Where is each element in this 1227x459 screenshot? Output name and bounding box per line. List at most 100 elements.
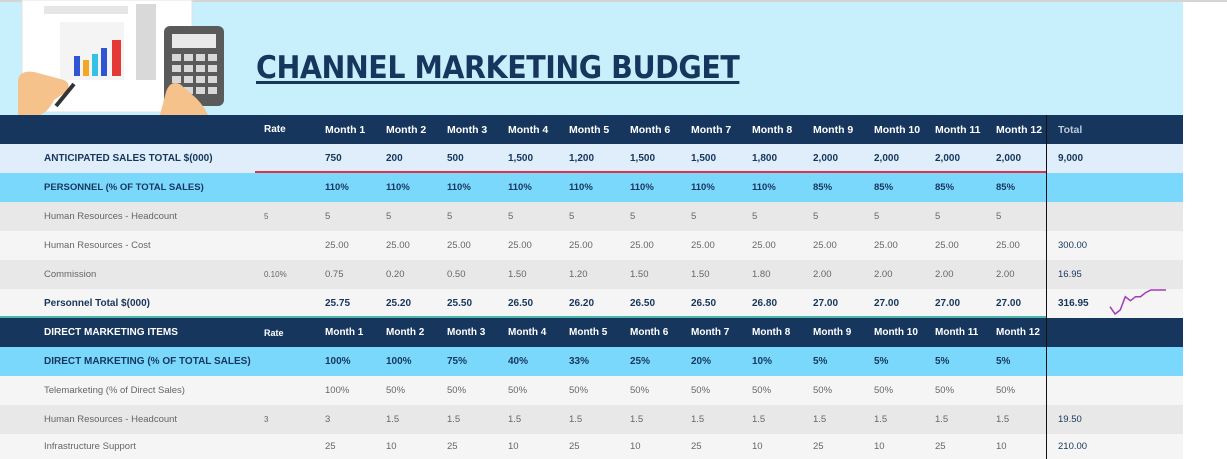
month-value-cell[interactable]: 33% <box>569 356 590 367</box>
row-label-cell[interactable]: Telemarketing (% of Direct Sales) <box>44 385 185 396</box>
month-value-cell[interactable]: 50% <box>874 385 894 396</box>
month-value-cell[interactable]: 25.00 <box>447 240 471 251</box>
month-value-cell[interactable]: 25.00 <box>386 240 410 251</box>
rate-cell[interactable]: 3 <box>264 415 269 424</box>
month-value-cell[interactable]: 25.20 <box>386 298 412 309</box>
month-value-cell[interactable]: 25 <box>569 441 580 452</box>
total-cell[interactable]: 210.00 <box>1058 441 1088 452</box>
month-value-cell[interactable]: 85% <box>935 182 955 193</box>
month-value-cell[interactable]: 27.00 <box>813 298 839 309</box>
month-value-cell[interactable]: 1.50 <box>691 269 710 280</box>
month-value-cell[interactable]: 5 <box>569 211 575 222</box>
month-value-cell[interactable]: 10% <box>752 356 773 367</box>
month-value-cell[interactable]: 1,800 <box>752 153 778 164</box>
month-value-cell[interactable]: 85% <box>996 182 1016 193</box>
month-value-cell[interactable]: 20% <box>691 356 712 367</box>
month-value-cell[interactable]: 27.00 <box>874 298 900 309</box>
month-value-cell[interactable]: 5 <box>813 211 819 222</box>
month-value-cell[interactable]: 1,200 <box>569 153 595 164</box>
total-cell[interactable]: 19.50 <box>1058 414 1082 425</box>
month-value-cell[interactable]: 85% <box>813 182 833 193</box>
month-value-cell[interactable]: 50% <box>569 385 589 396</box>
month-value-cell[interactable]: 25 <box>935 441 946 452</box>
rate-cell[interactable]: 5 <box>264 212 269 221</box>
month-value-cell[interactable]: 110% <box>752 182 776 193</box>
row-label-cell[interactable]: Personnel Total $(000) <box>44 298 150 309</box>
month-value-cell[interactable]: 110% <box>325 182 349 193</box>
month-value-cell[interactable]: 26.50 <box>691 298 717 309</box>
month-value-cell[interactable]: 25.00 <box>569 240 593 251</box>
month-value-cell[interactable]: 25.00 <box>752 240 776 251</box>
month-value-cell[interactable]: 1.5 <box>386 414 400 425</box>
month-value-cell[interactable]: 110% <box>569 182 593 193</box>
month-value-cell[interactable]: 26.50 <box>508 298 534 309</box>
month-value-cell[interactable]: 1.50 <box>508 269 527 280</box>
month-value-cell[interactable]: 2.00 <box>996 269 1015 280</box>
month-value-cell[interactable]: 50% <box>752 385 772 396</box>
month-value-cell[interactable]: 10 <box>752 441 763 452</box>
month-value-cell[interactable]: 25.00 <box>691 240 715 251</box>
month-value-cell[interactable]: 750 <box>325 153 342 164</box>
month-value-cell[interactable]: 1.5 <box>874 414 888 425</box>
month-value-cell[interactable]: 27.00 <box>935 298 961 309</box>
month-value-cell[interactable]: 26.20 <box>569 298 595 309</box>
row-label-cell[interactable]: Infrastructure Support <box>44 441 136 452</box>
row-label-cell[interactable]: ANTICIPATED SALES TOTAL $(000) <box>44 153 213 164</box>
month-value-cell[interactable]: 1.5 <box>935 414 949 425</box>
month-value-cell[interactable]: 5 <box>630 211 636 222</box>
month-value-cell[interactable]: Month 5 <box>569 327 608 338</box>
total-cell[interactable]: 16.95 <box>1058 269 1082 280</box>
month-value-cell[interactable]: 5 <box>447 211 453 222</box>
month-value-cell[interactable]: Month 12 <box>996 123 1043 136</box>
month-value-cell[interactable]: 1.5 <box>813 414 827 425</box>
month-value-cell[interactable]: 10 <box>386 441 397 452</box>
month-value-cell[interactable]: 25.00 <box>813 240 837 251</box>
month-value-cell[interactable]: Month 10 <box>874 123 921 136</box>
month-value-cell[interactable]: Month 9 <box>813 327 852 338</box>
month-value-cell[interactable]: 10 <box>996 441 1007 452</box>
month-value-cell[interactable]: 10 <box>508 441 519 452</box>
month-value-cell[interactable]: Month 2 <box>386 123 427 136</box>
month-value-cell[interactable]: 26.80 <box>752 298 778 309</box>
month-value-cell[interactable]: 25.00 <box>508 240 532 251</box>
month-value-cell[interactable]: 40% <box>508 356 529 367</box>
month-value-cell[interactable]: 25.00 <box>935 240 959 251</box>
month-value-cell[interactable]: 1.5 <box>630 414 644 425</box>
row-label-cell[interactable]: Human Resources - Headcount <box>44 414 178 425</box>
month-value-cell[interactable]: 100% <box>325 385 350 396</box>
month-value-cell[interactable]: 2.00 <box>813 269 832 280</box>
month-value-cell[interactable]: 5% <box>935 356 950 367</box>
month-value-cell[interactable]: 5 <box>752 211 758 222</box>
month-value-cell[interactable]: 2,000 <box>874 153 900 164</box>
month-value-cell[interactable]: 200 <box>386 153 403 164</box>
month-value-cell[interactable]: 1,500 <box>630 153 656 164</box>
month-value-cell[interactable]: 10 <box>874 441 885 452</box>
month-value-cell[interactable]: 2.00 <box>874 269 893 280</box>
month-value-cell[interactable]: 110% <box>508 182 532 193</box>
month-value-cell[interactable]: 25% <box>630 356 651 367</box>
month-value-cell[interactable]: 50% <box>447 385 467 396</box>
month-value-cell[interactable]: 50% <box>935 385 955 396</box>
month-value-cell[interactable]: 50% <box>386 385 406 396</box>
month-value-cell[interactable]: 1.5 <box>691 414 705 425</box>
month-value-cell[interactable]: 25.00 <box>325 240 349 251</box>
month-value-cell[interactable]: 25 <box>813 441 824 452</box>
month-value-cell[interactable]: Month 10 <box>874 327 918 338</box>
rate-cell[interactable]: 0.10% <box>264 270 287 279</box>
month-value-cell[interactable]: Month 11 <box>935 123 981 136</box>
total-cell[interactable]: Total <box>1058 123 1083 136</box>
month-value-cell[interactable]: Month 8 <box>752 123 793 136</box>
month-value-cell[interactable]: Month 6 <box>630 327 669 338</box>
month-value-cell[interactable]: Month 7 <box>691 123 732 136</box>
month-value-cell[interactable]: 25.50 <box>447 298 473 309</box>
month-value-cell[interactable]: 5 <box>325 211 331 222</box>
month-value-cell[interactable]: 1.80 <box>752 269 771 280</box>
month-value-cell[interactable]: 10 <box>630 441 641 452</box>
month-value-cell[interactable]: Month 2 <box>386 327 425 338</box>
month-value-cell[interactable]: 25 <box>325 441 336 452</box>
month-value-cell[interactable]: 0.75 <box>325 269 344 280</box>
month-value-cell[interactable]: 25.00 <box>874 240 898 251</box>
month-value-cell[interactable]: Month 12 <box>996 327 1040 338</box>
month-value-cell[interactable]: 50% <box>630 385 650 396</box>
month-value-cell[interactable]: Month 7 <box>691 327 730 338</box>
